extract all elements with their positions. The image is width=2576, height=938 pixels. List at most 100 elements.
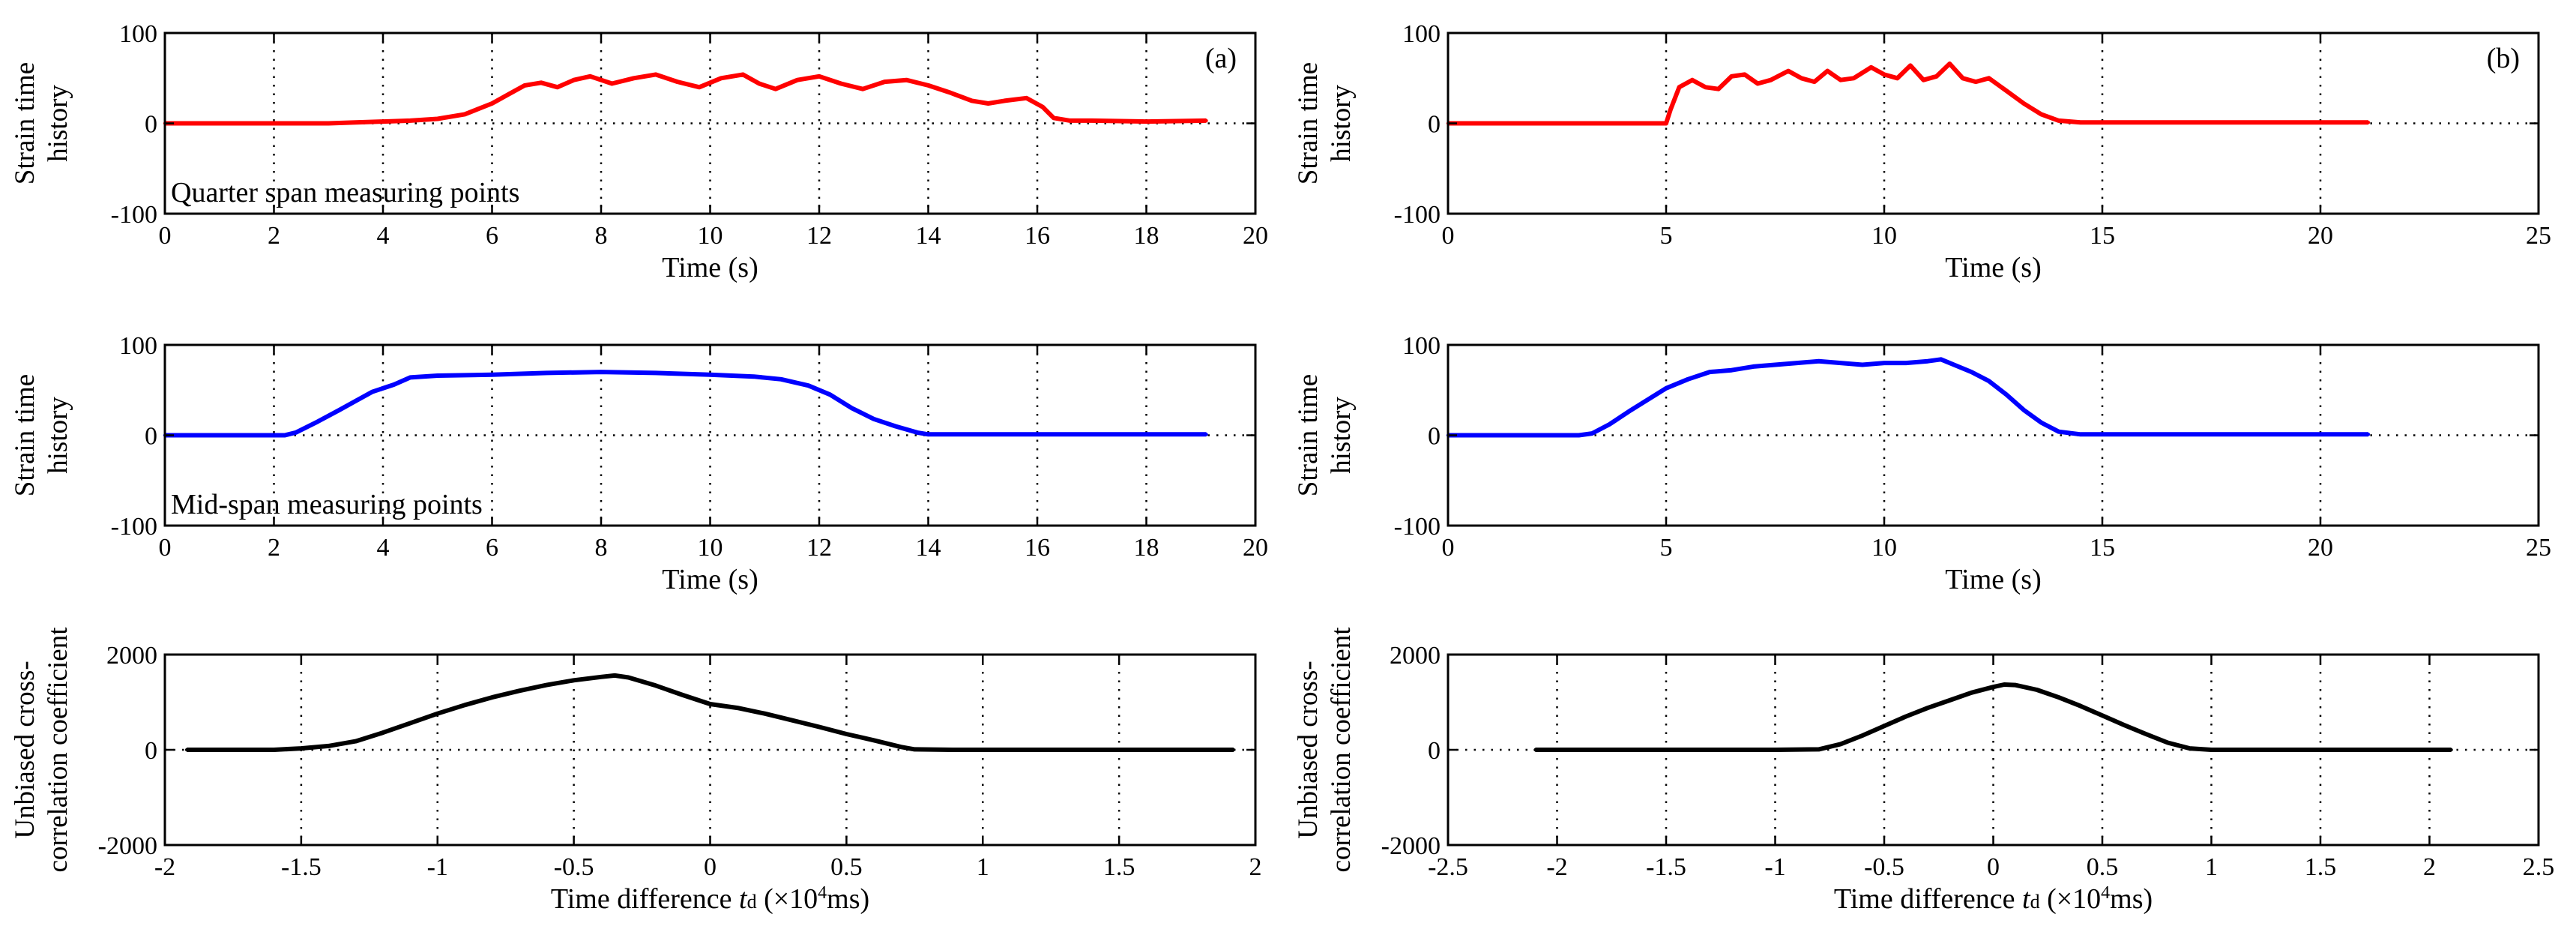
x-tick-label: 2: [2423, 853, 2436, 881]
data-point: [1926, 359, 1930, 363]
data-point: [1939, 358, 1943, 361]
data-point: [1908, 64, 1913, 67]
data-point: [572, 78, 576, 82]
data-point: [2366, 433, 2371, 436]
data-point: [283, 433, 287, 437]
data-point: [2100, 714, 2105, 718]
x-axis-label-part: ms): [2110, 883, 2153, 915]
x-tick-label: 2: [1249, 853, 1262, 881]
data-point: [1752, 364, 1755, 369]
y-axis-label: history: [43, 397, 73, 474]
y-tick-label: -100: [1394, 513, 1441, 541]
y-tick-label: 0: [1428, 423, 1441, 451]
data-point: [2022, 408, 2026, 412]
x-tick-label: 14: [916, 534, 941, 562]
x-tick-label: -1.5: [1646, 853, 1686, 881]
data-point: [757, 82, 761, 85]
data-point: [1817, 359, 1821, 363]
data-point: [1144, 119, 1148, 124]
x-axis-label-part: Time difference: [551, 883, 739, 915]
x-axis-label-part: t: [2022, 883, 2031, 915]
data-point: [1608, 422, 1611, 427]
x-tick-label: -1.5: [281, 853, 322, 881]
x-tick-label: 10: [1871, 534, 1897, 562]
data-point: [654, 371, 657, 375]
data-point: [408, 376, 412, 379]
data-point: [1025, 96, 1028, 100]
data-point: [1952, 363, 1956, 367]
data-point: [2057, 430, 2060, 433]
data-point: [926, 83, 930, 88]
data-point: [817, 725, 821, 729]
x-tick-label: -2.5: [1428, 853, 1468, 881]
data-point: [2057, 695, 2060, 700]
x-tick-label: 0: [159, 222, 172, 250]
x-tick-label: -1: [1764, 853, 1785, 881]
y-tick-label: -100: [111, 201, 157, 229]
data-point: [1991, 685, 1995, 689]
data-point: [381, 730, 385, 735]
x-axis-label: Time (s): [662, 252, 758, 283]
data-point: [1769, 78, 1773, 82]
x-tick-label: 15: [2090, 534, 2115, 562]
data-point: [681, 693, 685, 697]
data-point: [735, 706, 740, 710]
x-tick-label: 12: [806, 534, 832, 562]
data-point: [294, 430, 298, 435]
data-point: [1704, 85, 1707, 89]
x-axis-label: Time (s): [1945, 252, 2041, 283]
y-tick-label: 2000: [1390, 642, 1441, 670]
x-tick-label: 0: [159, 534, 172, 562]
data-point: [2078, 121, 2083, 124]
y-tick-label: 100: [1402, 20, 1441, 48]
data-point: [354, 399, 358, 403]
x-tick-label: 2.5: [2523, 853, 2555, 881]
data-point: [1629, 408, 1633, 412]
data-point: [627, 676, 630, 679]
data-point: [899, 745, 903, 749]
data-point: [926, 433, 930, 436]
data-point: [872, 417, 875, 421]
data-point: [708, 702, 712, 706]
data-point: [381, 119, 385, 124]
x-tick-label: 0: [1442, 222, 1455, 250]
data-point: [2275, 748, 2278, 752]
data-point: [612, 673, 617, 678]
data-point: [392, 382, 396, 387]
data-point: [752, 374, 755, 379]
data-point: [588, 74, 592, 79]
x-tick-label: 1: [2205, 853, 2218, 881]
x-tick-label: 1: [977, 853, 989, 881]
data-point: [1974, 79, 1978, 84]
data-point: [555, 85, 559, 89]
data-point: [2013, 683, 2017, 687]
data-point: [1756, 82, 1760, 85]
data-point: [1204, 433, 1208, 436]
data-point: [244, 433, 249, 437]
x-tick-label: 0.5: [830, 853, 863, 881]
x-tick-label: 10: [1871, 222, 1897, 250]
data-point: [435, 373, 439, 378]
data-point: [599, 675, 603, 679]
data-point: [861, 87, 865, 91]
x-tick-label: 8: [595, 222, 608, 250]
data-point: [1987, 76, 1991, 80]
data-point: [1970, 691, 1973, 694]
data-point: [1882, 361, 1886, 365]
data-point: [2004, 393, 2009, 397]
data-point: [517, 689, 522, 693]
data-point: [905, 78, 908, 82]
data-point: [806, 384, 810, 388]
x-tick-label: 14: [916, 222, 941, 250]
data-point: [539, 81, 543, 85]
x-tick-label: 0.5: [2087, 853, 2119, 881]
data-point: [1730, 74, 1734, 79]
data-point: [1204, 118, 1208, 123]
y-axis-label: Strain time: [10, 62, 40, 184]
data-point: [817, 74, 821, 79]
x-tick-label: 18: [1134, 534, 1159, 562]
x-tick-label: 0: [1987, 853, 2000, 881]
y-axis-label: correlation coefficient: [43, 627, 73, 873]
x-tick-label: 20: [2308, 222, 2333, 250]
x-axis-label-part: ms): [827, 883, 869, 915]
